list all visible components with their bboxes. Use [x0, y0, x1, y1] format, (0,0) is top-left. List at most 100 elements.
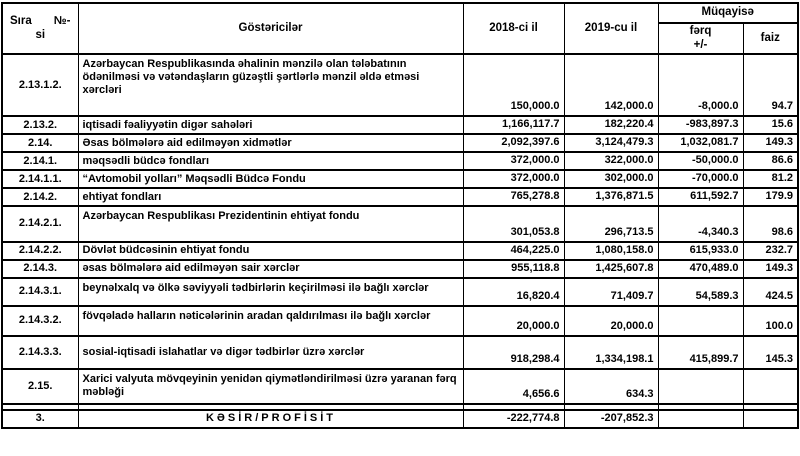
- diff-cell: 470,489.0: [657, 258, 744, 279]
- value-2019-cell: 1,376,871.5: [563, 187, 659, 207]
- diff-cell: -8,000.0: [657, 53, 744, 118]
- row-number-heading-part: si: [35, 28, 46, 41]
- diff-cell: -4,340.3: [657, 204, 744, 243]
- value-2019-cell: 182,220.4: [563, 115, 659, 136]
- table-row: 2.13.2. iqtisadi fəaliyyətin digər sahəl…: [1, 115, 799, 136]
- value-2018-cell: 2,092,397.6: [462, 133, 565, 154]
- value-2018-cell: 464,225.0: [462, 240, 565, 261]
- diff-cell: -50,000.0: [657, 151, 744, 172]
- diff-cell: -70,000.0: [657, 169, 744, 189]
- diff-cell: [657, 367, 744, 405]
- row-number-cell: 2.14.1.: [1, 151, 79, 172]
- row-number-heading: Sıra №- si: [5, 15, 76, 42]
- row-number-cell: 2.14.: [1, 133, 79, 154]
- value-2019-cell: -207,852.3: [563, 408, 659, 429]
- row-number-cell: 2.14.2.1.: [1, 204, 79, 243]
- table-row: 2.14.3. əsas bölmələrə aid edilməyən sai…: [1, 258, 799, 279]
- value-2018-cell: 150,000.0: [462, 53, 565, 118]
- table-row: 2.14.2. ehtiyat fondları 765,278.8 1,376…: [1, 187, 799, 207]
- indicator-cell: KƏSİR/PROFİSİT: [77, 408, 464, 429]
- value-2018-cell: 955,118.8: [462, 258, 565, 279]
- value-2018-cell: 20,000.0: [462, 304, 565, 337]
- table-row: 2.15. Xarici valyuta mövqeyinin yenidən …: [1, 367, 799, 405]
- header-year-2019: 2019-cu il: [563, 1, 659, 56]
- value-2019-cell: 20,000.0: [563, 304, 659, 337]
- percent-cell: [742, 408, 799, 429]
- row-number-cell: 2.14.1.1.: [1, 169, 79, 189]
- spacer-row: [1, 402, 799, 411]
- indicator-cell: ehtiyat fondları: [77, 187, 464, 207]
- table-row: 2.14.2.1. Azərbaycan Respublikası Prezid…: [1, 204, 799, 243]
- percent-cell: 100.0: [742, 304, 799, 337]
- diff-cell: 54,589.3: [657, 276, 744, 307]
- header-row-number: Sıra №- si: [1, 1, 79, 56]
- value-2019-cell: 1,334,198.1: [563, 334, 659, 370]
- value-2018-cell: 4,656.6: [462, 367, 565, 405]
- percent-cell: 94.7: [742, 53, 799, 118]
- value-2018-cell: 372,000.0: [462, 169, 565, 189]
- indicator-cell: “Avtomobil yolları” Məqsədli Büdcə Fondu: [77, 169, 464, 189]
- indicator-cell: əsas bölmələrə aid edilməyən sair xərclə…: [77, 258, 464, 279]
- row-number-heading-part: Sıra: [10, 15, 32, 27]
- value-2019-cell: 302,000.0: [563, 169, 659, 189]
- indicator-cell: beynəlxalq və ölkə səviyyəli tədbirlərin…: [77, 276, 464, 307]
- row-number-cell: 2.13.2.: [1, 115, 79, 136]
- value-2019-cell: 322,000.0: [563, 151, 659, 172]
- table-row: 2.14.3.1. beynəlxalq və ölkə səviyyəli t…: [1, 276, 799, 307]
- value-2018-cell: 765,278.8: [462, 187, 565, 207]
- table-row: 2.14.3.2. fövqəladə halların nəticələrin…: [1, 304, 799, 337]
- row-number-cell: 2.14.3.2.: [1, 304, 79, 337]
- empty-cell: [742, 402, 799, 411]
- value-2019-cell: 3,124,479.3: [563, 133, 659, 154]
- header-indicators: Göstəricilər: [77, 1, 464, 56]
- indicator-cell: sosial-iqtisadi islahatlar və digər tədb…: [77, 334, 464, 370]
- percent-cell: 149.3: [742, 258, 799, 279]
- percent-cell: 179.9: [742, 187, 799, 207]
- header-year-2018: 2018-ci il: [462, 1, 565, 56]
- value-2018-cell: 301,053.8: [462, 204, 565, 243]
- value-2018-cell: -222,774.8: [462, 408, 565, 429]
- diff-cell: 611,592.7: [657, 187, 744, 207]
- row-number-cell: 2.14.2.: [1, 187, 79, 207]
- percent-cell: [742, 367, 799, 405]
- percent-cell: 86.6: [742, 151, 799, 172]
- row-number-cell: 2.13.1.2.: [1, 53, 79, 118]
- value-2019-cell: 634.3: [563, 367, 659, 405]
- diff-cell: 415,899.7: [657, 334, 744, 370]
- row-number-cell: 2.14.3.1.: [1, 276, 79, 307]
- header-comparison: Müqayisə: [657, 2, 799, 24]
- percent-cell: 15.6: [742, 115, 799, 136]
- value-2018-cell: 16,820.4: [462, 276, 565, 307]
- percent-cell: 232.7: [742, 240, 799, 261]
- table-row: 2.14. Əsas bölmələrə aid edilməyən xidmə…: [1, 133, 799, 154]
- header-difference: fərq +/-: [657, 21, 744, 56]
- value-2019-cell: 71,409.7: [563, 276, 659, 307]
- value-2018-cell: 372,000.0: [462, 151, 565, 172]
- row-number-cell: 2.14.3.: [1, 258, 79, 279]
- percent-cell: 81.2: [742, 169, 799, 189]
- row-number-heading-part: №-: [53, 15, 71, 27]
- header-percent: faiz: [742, 21, 799, 56]
- table-row: 2.14.2.2. Dövlət büdcəsinin ehtiyat fond…: [1, 240, 799, 261]
- table-row: 2.14.1.1. “Avtomobil yolları” Məqsədli B…: [1, 169, 799, 189]
- diff-cell: [657, 304, 744, 337]
- indicator-cell: iqtisadi fəaliyyətin digər sahələri: [77, 115, 464, 136]
- indicator-cell: Dövlət büdcəsinin ehtiyat fondu: [77, 240, 464, 261]
- budget-table: Sıra №- si Göstəricilər 2018-ci il 2019-…: [1, 1, 800, 429]
- value-2019-cell: 1,425,607.8: [563, 258, 659, 279]
- percent-cell: 98.6: [742, 204, 799, 243]
- table-row: 2.14.3.3. sosial-iqtisadi islahatlar və …: [1, 334, 799, 370]
- value-2018-cell: 918,298.4: [462, 334, 565, 370]
- table-row: 2.14.1. məqsədli büdcə fondları 372,000.…: [1, 151, 799, 172]
- indicator-cell: fövqəladə halların nəticələrinin aradan …: [77, 304, 464, 337]
- row-number-cell: 2.15.: [1, 367, 79, 405]
- row-number-cell: 2.14.3.3.: [1, 334, 79, 370]
- diff-cell: [657, 408, 744, 429]
- indicator-cell: Azərbaycan Respublikası Prezidentinin eh…: [77, 204, 464, 243]
- value-2019-cell: 1,080,158.0: [563, 240, 659, 261]
- row-number-cell: 2.14.2.2.: [1, 240, 79, 261]
- indicator-cell: Əsas bölmələrə aid edilməyən xidmətlər: [77, 133, 464, 154]
- deficit-profit-row: 3. KƏSİR/PROFİSİT -222,774.8 -207,852.3: [1, 408, 799, 429]
- indicator-cell: Xarici valyuta mövqeyinin yenidən qiymət…: [77, 367, 464, 405]
